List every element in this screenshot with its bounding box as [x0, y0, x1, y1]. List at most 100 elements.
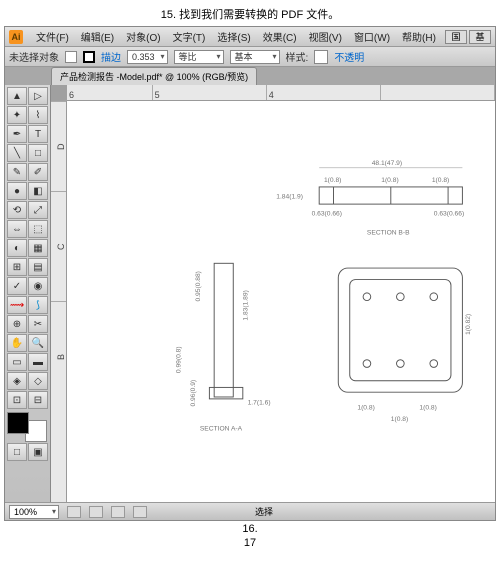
- opacity-label[interactable]: 不透明: [334, 49, 364, 64]
- perspective-tool[interactable]: ▦: [28, 239, 48, 257]
- zoom-dropdown[interactable]: 100%: [9, 505, 59, 519]
- illustrator-window: Ai 文件(F) 编辑(E) 对象(O) 文字(T) 选择(S) 效果(C) 视…: [4, 26, 496, 521]
- svg-text:1(0.8): 1(0.8): [357, 404, 374, 411]
- selection-status: 未选择对象: [9, 49, 59, 64]
- svg-text:0.99(0.8): 0.99(0.8): [176, 346, 183, 373]
- lasso-tool[interactable]: ⌇: [28, 106, 48, 124]
- fill-mode-1[interactable]: □: [7, 443, 27, 461]
- toggle-tool-2[interactable]: ▬: [28, 353, 48, 371]
- control-bar: 未选择对象 描边 0.353 等比 基本 样式: 不透明: [5, 47, 495, 67]
- canvas-area: 654 DCB 48.1(47.9) 1(0.8) 1(0.8) 1(0.8): [51, 85, 495, 502]
- footnote-16: 16.: [0, 521, 500, 535]
- titlebar: Ai 文件(F) 编辑(E) 对象(O) 文字(T) 选择(S) 效果(C) 视…: [5, 27, 495, 47]
- menu-text[interactable]: 文字(T): [168, 27, 211, 46]
- horizontal-ruler: 654: [67, 85, 495, 101]
- menubar: 文件(F) 编辑(E) 对象(O) 文字(T) 选择(S) 效果(C) 视图(V…: [31, 27, 441, 46]
- svg-text:SECTION A-A: SECTION A-A: [200, 425, 243, 432]
- fg-color[interactable]: [7, 412, 29, 434]
- gradient-tool[interactable]: ▤: [28, 258, 48, 276]
- stroke-weight-dropdown[interactable]: 0.353: [127, 50, 168, 64]
- titlebar-right: 国 基: [445, 30, 491, 44]
- profile-dropdown[interactable]: 等比: [174, 50, 224, 64]
- fill-mode-2[interactable]: ▣: [28, 443, 48, 461]
- misc-tool-3[interactable]: ⊡: [7, 391, 27, 409]
- artboard[interactable]: 48.1(47.9) 1(0.8) 1(0.8) 1(0.8) 1.84(1.9…: [67, 101, 495, 502]
- color-swatches[interactable]: [7, 412, 47, 442]
- misc-tool-1[interactable]: ◈: [7, 372, 27, 390]
- svg-text:0.63(0.66): 0.63(0.66): [434, 211, 464, 218]
- eraser-tool[interactable]: ◧: [28, 182, 48, 200]
- misc-tool-2[interactable]: ◇: [28, 372, 48, 390]
- menu-edit[interactable]: 编辑(E): [76, 27, 119, 46]
- line-tool[interactable]: ╲: [7, 144, 27, 162]
- svg-text:48.1(47.9): 48.1(47.9): [372, 160, 402, 167]
- eyedropper-tool[interactable]: ✓: [7, 277, 27, 295]
- brush-dropdown[interactable]: 基本: [230, 50, 280, 64]
- layout-button-2[interactable]: 基: [469, 30, 491, 44]
- workarea: ▲▷ ✦⌇ ✒T ╲□ ✎✐ ●◧ ⟲⤢ ⇔⬚ ◐▦ ⊞▤ ✓◉ ⟿⟆ ⊕✂ ✋…: [5, 85, 495, 502]
- symbol-spray-tool[interactable]: ⟿: [7, 296, 27, 314]
- cad-drawing: 48.1(47.9) 1(0.8) 1(0.8) 1(0.8) 1.84(1.9…: [67, 101, 495, 502]
- blob-tool[interactable]: ●: [7, 182, 27, 200]
- document-tabs: 产品检测报告 -Model.pdf* @ 100% (RGB/预览): [5, 67, 495, 85]
- style-label: 样式:: [286, 49, 309, 64]
- blend-tool[interactable]: ◉: [28, 277, 48, 295]
- svg-text:1(0.8): 1(0.8): [324, 177, 341, 184]
- artboard-tool[interactable]: ⊕: [7, 315, 27, 333]
- stroke-label[interactable]: 描边: [101, 49, 121, 64]
- status-bar: 100% 选择: [5, 502, 495, 520]
- layout-button-1[interactable]: 国: [445, 30, 467, 44]
- vertical-ruler: DCB: [51, 101, 67, 502]
- menu-help[interactable]: 帮助(H): [397, 27, 441, 46]
- fill-swatch[interactable]: [65, 51, 77, 63]
- svg-text:0.96(0.9): 0.96(0.9): [190, 380, 197, 407]
- app-logo: Ai: [9, 30, 23, 44]
- svg-text:0.63(0.66): 0.63(0.66): [312, 211, 342, 218]
- misc-tool-4[interactable]: ⊟: [28, 391, 48, 409]
- zoom-tool[interactable]: 🔍: [28, 334, 48, 352]
- nav-prev[interactable]: [67, 506, 81, 518]
- nav-first[interactable]: [89, 506, 103, 518]
- svg-text:1(0.8): 1(0.8): [432, 177, 449, 184]
- nav-next[interactable]: [111, 506, 125, 518]
- type-tool[interactable]: T: [28, 125, 48, 143]
- rotate-tool[interactable]: ⟲: [7, 201, 27, 219]
- svg-text:1.83(1.89): 1.83(1.89): [243, 290, 250, 320]
- rectangle-tool[interactable]: □: [28, 144, 48, 162]
- shape-builder-tool[interactable]: ◐: [7, 239, 27, 257]
- hand-tool[interactable]: ✋: [7, 334, 27, 352]
- direct-select-tool[interactable]: ▷: [28, 87, 48, 105]
- svg-text:1.84(1.9): 1.84(1.9): [276, 193, 303, 200]
- menu-file[interactable]: 文件(F): [31, 27, 74, 46]
- selection-tool[interactable]: ▲: [7, 87, 27, 105]
- document-tab[interactable]: 产品检测报告 -Model.pdf* @ 100% (RGB/预览): [51, 67, 257, 85]
- menu-view[interactable]: 视图(V): [304, 27, 347, 46]
- slice-tool[interactable]: ✂: [28, 315, 48, 333]
- brush-tool[interactable]: ✎: [7, 163, 27, 181]
- pen-tool[interactable]: ✒: [7, 125, 27, 143]
- svg-text:1.7(1.6): 1.7(1.6): [248, 400, 271, 407]
- toggle-tool-1[interactable]: ▭: [7, 353, 27, 371]
- status-mode: 选择: [255, 505, 273, 518]
- page-caption: 15. 找到我们需要转换的 PDF 文件。: [0, 0, 500, 26]
- nav-last[interactable]: [133, 506, 147, 518]
- pencil-tool[interactable]: ✐: [28, 163, 48, 181]
- stroke-swatch[interactable]: [83, 51, 95, 63]
- menu-window[interactable]: 窗口(W): [349, 27, 395, 46]
- menu-select[interactable]: 选择(S): [212, 27, 255, 46]
- svg-text:1(0.82): 1(0.82): [465, 314, 472, 335]
- mesh-tool[interactable]: ⊞: [7, 258, 27, 276]
- style-swatch[interactable]: [314, 50, 328, 64]
- svg-text:0.95(0.88): 0.95(0.88): [195, 271, 202, 301]
- svg-text:SECTION B-B: SECTION B-B: [367, 230, 410, 237]
- svg-text:1(0.8): 1(0.8): [419, 404, 436, 411]
- scale-tool[interactable]: ⤢: [28, 201, 48, 219]
- graph-tool[interactable]: ⟆: [28, 296, 48, 314]
- free-transform-tool[interactable]: ⬚: [28, 220, 48, 238]
- menu-object[interactable]: 对象(O): [121, 27, 165, 46]
- magic-wand-tool[interactable]: ✦: [7, 106, 27, 124]
- svg-text:1(0.8): 1(0.8): [391, 416, 408, 423]
- svg-text:1(0.8): 1(0.8): [381, 177, 398, 184]
- width-tool[interactable]: ⇔: [7, 220, 27, 238]
- menu-effect[interactable]: 效果(C): [258, 27, 302, 46]
